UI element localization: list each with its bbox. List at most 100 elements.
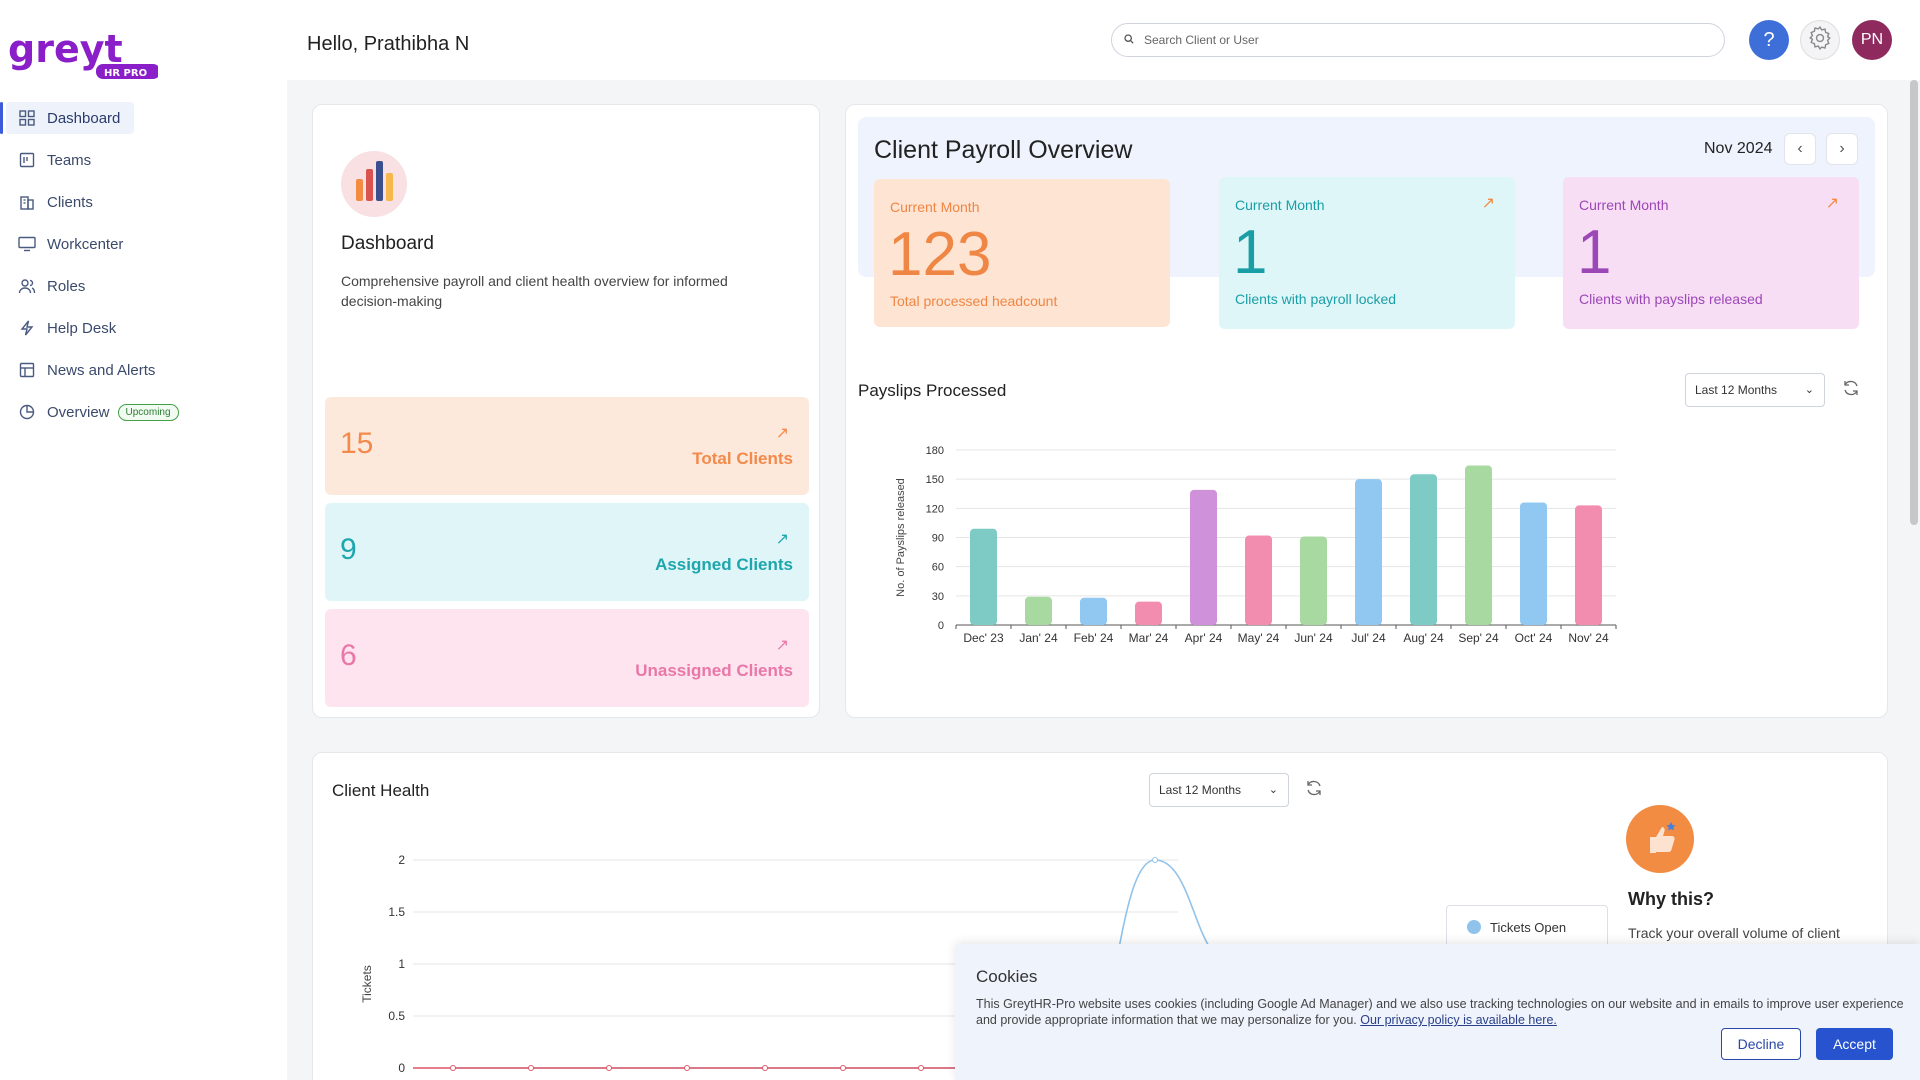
settings-button[interactable] [1800,20,1840,60]
assigned-clients-value: 9 [340,533,357,566]
privacy-policy-link[interactable]: Our privacy policy is available here. [1360,1013,1557,1027]
assigned-clients-card[interactable]: 9 ↗ Assigned Clients [325,503,809,601]
unassigned-clients-label: Unassigned Clients [635,661,793,680]
baseline-point [528,1065,534,1071]
top-header: Hello, Prathibha N ? PN [287,0,1920,80]
sidebar-item-workcenter[interactable]: Workcenter [0,228,287,260]
total-clients-card[interactable]: 15 ↗ Total Clients [325,397,809,495]
unassigned-clients-value: 6 [340,639,357,672]
user-avatar[interactable]: PN [1852,20,1892,60]
decline-button[interactable]: Decline [1721,1028,1801,1060]
health-refresh-button[interactable] [1302,778,1326,802]
upcoming-badge: Upcoming [117,403,179,421]
x-tick-label: May' 24 [1238,631,1280,645]
sidebar-item-label: Teams [47,151,92,169]
bar [1355,479,1382,625]
legend-label: Tickets Open [1490,919,1567,935]
bar [1465,465,1492,625]
sidebar-item-roles[interactable]: Roles [0,270,287,302]
sidebar-item-help-desk[interactable]: Help Desk [0,312,287,344]
sidebar-nav: Dashboard Teams Clients Workcenter Roles [0,102,287,438]
x-tick-label: Mar' 24 [1129,631,1169,645]
metric-value: 1 [1577,218,1612,287]
search-input[interactable] [1144,33,1704,47]
gear-icon [1807,25,1833,56]
sidebar-item-label: Dashboard [47,109,121,127]
bar [1190,489,1217,625]
next-month-button[interactable]: › [1826,133,1858,165]
data-point [1152,857,1158,863]
svg-text:greyt: greyt [8,27,123,71]
legend-swatch [1467,920,1481,934]
x-tick-label: Apr' 24 [1185,631,1223,645]
y-tick-label: 180 [926,445,944,457]
bar [1025,596,1052,625]
y-tick-label: 1 [398,957,405,971]
dashboard-card: Dashboard Comprehensive payroll and clie… [312,104,820,718]
accept-button[interactable]: Accept [1816,1028,1893,1060]
x-tick-label: Aug' 24 [1403,631,1444,645]
arrow-up-right-icon: ↗ [1825,195,1839,212]
x-tick-label: Dec' 23 [963,631,1004,645]
sidebar-item-overview[interactable]: Overview Upcoming [0,396,287,428]
x-tick-label: Sep' 24 [1458,631,1499,645]
users-icon [18,277,36,295]
sidebar-item-label: News and Alerts [47,361,156,379]
bar [1135,601,1162,625]
metric-caption: Current Month [890,199,980,215]
sidebar-item-teams[interactable]: Teams [0,144,287,176]
metric-caption: Current Month [1235,197,1325,213]
sidebar-item-label: Help Desk [47,319,117,337]
sidebar-item-news-and-alerts[interactable]: News and Alerts [0,354,287,386]
y-tick-label: 0 [938,620,944,632]
page-scrollbar[interactable] [1910,80,1918,525]
baseline-point [840,1065,846,1071]
question-icon: ? [1763,28,1775,51]
health-range-select[interactable]: Last 12 Months ⌄ [1149,773,1289,807]
search-icon [1124,31,1134,49]
bar [1080,597,1107,625]
help-button[interactable]: ? [1749,20,1789,60]
why-this-text: Track your overall volume of client [1628,925,1840,941]
chart-legend[interactable]: Tickets Open [1446,905,1608,949]
search-bar[interactable] [1111,23,1725,57]
bolt-icon [18,319,36,337]
chevron-down-icon: ⌄ [1268,784,1278,796]
y-tick-label: 0.5 [388,1009,405,1023]
y-tick-label: 150 [926,474,944,486]
x-tick-label: Nov' 24 [1568,631,1609,645]
chevron-right-icon: › [1839,140,1845,157]
baseline-point [450,1065,456,1071]
grid-icon [18,109,36,127]
sidebar: greyt HR PRO Dashboard Teams Clients [0,0,287,1080]
sidebar-item-clients[interactable]: Clients [0,186,287,218]
previous-month-button[interactable]: ‹ [1784,133,1816,165]
select-value: Last 12 Months [1695,383,1778,397]
payroll-locked-metric-card[interactable]: Current Month ↗ 1 Clients with payroll l… [1219,177,1515,329]
payslips-processed-title: Payslips Processed [858,381,1007,400]
arrow-up-right-icon: ↗ [775,531,789,548]
bar [1575,505,1602,625]
payslips-refresh-button[interactable] [1839,378,1863,402]
sidebar-item-dashboard[interactable]: Dashboard [0,102,134,134]
unassigned-clients-card[interactable]: 6 ↗ Unassigned Clients [325,609,809,707]
x-tick-label: Feb' 24 [1074,631,1114,645]
greeting-text: Hello, Prathibha N [307,33,470,55]
x-tick-label: Oct' 24 [1515,631,1553,645]
teams-icon [18,151,36,169]
y-tick-label: 0 [398,1061,405,1075]
greythr-pro-logo[interactable]: greyt HR PRO [8,22,160,82]
baseline-point [684,1065,690,1071]
newspaper-icon [18,361,36,379]
metric-value: 1 [1233,218,1268,287]
x-tick-label: Jun' 24 [1294,631,1333,645]
x-tick-label: Jul' 24 [1351,631,1386,645]
y-tick-label: 120 [926,503,944,515]
payslips-released-metric-card[interactable]: Current Month ↗ 1 Clients with payslips … [1563,177,1859,329]
client-payroll-card: Client Payroll Overview Nov 2024 ‹ › Cur… [845,104,1888,718]
y-axis-label: Tickets [360,965,374,1003]
refresh-icon [1842,379,1860,402]
payslips-range-select[interactable]: Last 12 Months ⌄ [1685,373,1825,407]
metric-value: 123 [888,220,992,289]
payslips-bar-chart: 0 30 60 90 120 150 180 No. of Payslips released… [895,445,1617,645]
